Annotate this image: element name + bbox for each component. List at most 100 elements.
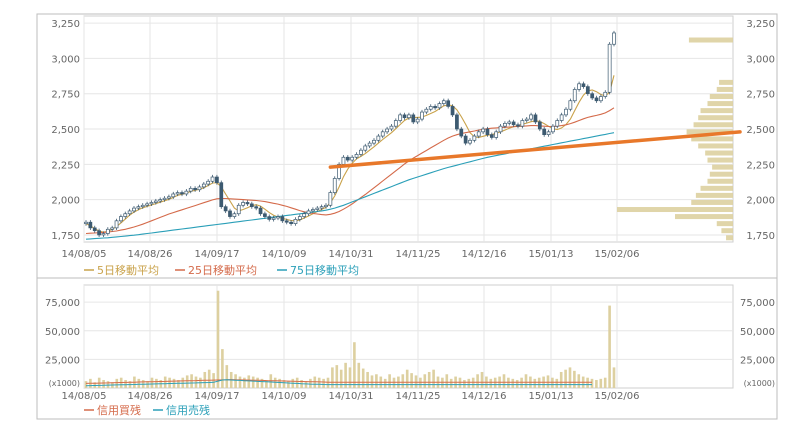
candle-body: [559, 114, 564, 121]
candle-body: [599, 96, 603, 102]
volume-profile-bar: [698, 115, 733, 121]
volume-bar: [533, 378, 537, 388]
volume-profile-bar: [700, 108, 733, 114]
volume-bar: [339, 369, 343, 388]
volume-profile-bar: [707, 101, 733, 107]
volume-bar: [423, 374, 427, 388]
volume-bar: [546, 375, 550, 388]
price-x-tick: 14/11/25: [396, 249, 441, 260]
candle-body: [158, 199, 163, 202]
margin-line: [85, 379, 592, 387]
volume-profile-bar: [675, 214, 733, 220]
volume-bar: [194, 376, 198, 388]
candle-body: [110, 227, 115, 230]
volume-y-tick-right: 75,000: [740, 298, 775, 309]
price-y-tick-left: 2,250: [51, 160, 80, 171]
volume-bar: [361, 368, 365, 388]
volume-bar: [221, 349, 224, 388]
candle-body: [140, 204, 145, 208]
volume-bar: [207, 369, 211, 388]
candle-body: [127, 210, 132, 215]
candle-body: [249, 203, 254, 208]
candle-body: [324, 204, 328, 208]
volume-bar: [467, 378, 471, 388]
candle-body: [372, 139, 376, 144]
volume-bar: [392, 377, 396, 388]
volume-bar: [612, 367, 616, 388]
price-y-tick-right: 2,500: [746, 125, 775, 136]
volume-bar: [401, 374, 405, 388]
candle-body: [175, 192, 180, 195]
volume-bar: [471, 377, 475, 388]
price-y-tick-right: 2,250: [746, 160, 775, 171]
volume-bar: [590, 378, 594, 388]
volume-profile-bar: [712, 164, 733, 170]
price-y-tick-left: 2,750: [51, 90, 80, 101]
candle-body: [267, 216, 272, 220]
volume-bar: [410, 373, 413, 388]
candle-body: [167, 196, 171, 199]
volume-bar: [599, 378, 603, 388]
candle-body: [332, 178, 337, 193]
volume-bar: [102, 379, 105, 388]
candle-body: [590, 93, 595, 99]
candle-body: [219, 182, 224, 208]
candle-body: [459, 128, 464, 137]
volume-bar: [234, 374, 237, 388]
volume-x-tick: 14/12/16: [462, 391, 507, 402]
candle-body: [297, 216, 302, 220]
legend-label: 25日移動平均: [188, 263, 257, 277]
candle-body: [577, 83, 581, 90]
volume-bar: [555, 378, 559, 388]
volume-bar: [603, 377, 607, 388]
candle-body: [511, 121, 516, 126]
candle-body: [572, 89, 577, 102]
volume-bar: [216, 290, 220, 388]
volume-profile-bar: [726, 235, 733, 241]
price-x-tick: 14/08/05: [62, 249, 107, 260]
candle-body: [516, 124, 520, 127]
volume-profile-bar: [716, 86, 733, 92]
candle-body: [524, 118, 529, 121]
volume-bar: [124, 379, 127, 388]
volume-bar: [106, 381, 110, 388]
price-y-tick-left: 2,500: [51, 125, 80, 136]
volume-bar: [265, 379, 268, 388]
volume-x-tick: 14/08/05: [62, 391, 107, 402]
volume-x-tick: 14/11/25: [396, 391, 441, 402]
candle-body: [328, 192, 333, 206]
volume-bar: [476, 374, 479, 388]
volume-bar: [414, 375, 418, 388]
candle-body: [585, 86, 590, 95]
price-x-tick: 14/10/31: [329, 249, 374, 260]
volume-bar: [344, 362, 347, 388]
volume-bar: [366, 371, 369, 388]
volume-bar: [370, 375, 374, 388]
candle-body: [494, 131, 499, 138]
volume-bar: [84, 381, 88, 388]
candle-body: [315, 207, 320, 210]
volume-bar: [177, 379, 180, 388]
candle-body: [389, 125, 394, 130]
volume-bar: [577, 374, 581, 388]
candle-body: [380, 131, 385, 137]
volume-bar: [405, 369, 409, 388]
candle-body: [123, 213, 128, 217]
legend-label: 75日移動平均: [290, 263, 359, 277]
price-x-tick: 14/12/16: [462, 249, 507, 260]
volume-y-tick-right: 25,000: [740, 355, 775, 366]
candle-body: [415, 118, 420, 123]
volume-x-tick: 14/10/09: [262, 391, 307, 402]
candle-body: [302, 213, 307, 217]
candle-body: [228, 210, 232, 217]
price-y-tick-left: 3,250: [51, 19, 80, 30]
candle-body: [114, 220, 119, 229]
candle-body: [149, 202, 154, 205]
candle-body: [398, 114, 403, 121]
candle-body: [428, 106, 433, 110]
candle-body: [433, 106, 437, 109]
price-y-tick-left: 1,750: [51, 231, 80, 242]
candle-body: [555, 120, 560, 127]
volume-bar: [432, 369, 435, 388]
